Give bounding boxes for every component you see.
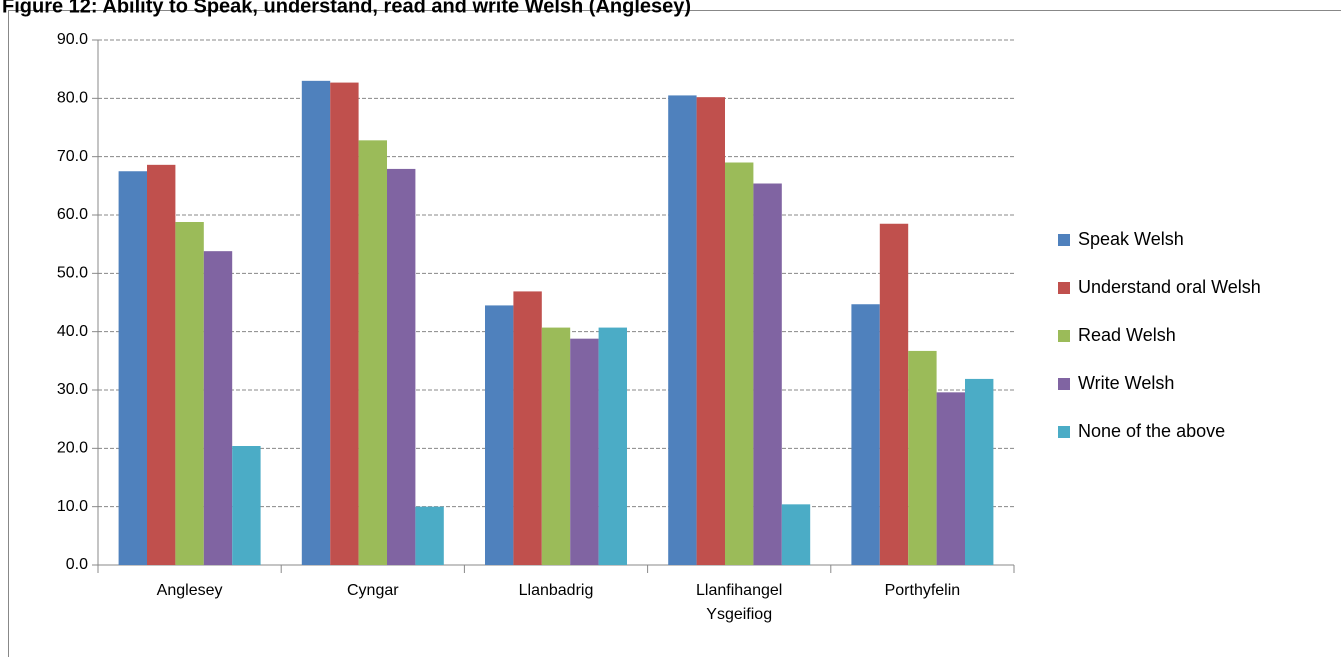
bar bbox=[232, 446, 261, 565]
x-tick-label: Anglesey bbox=[156, 582, 223, 599]
x-tick-label: Porthyfelin bbox=[884, 582, 961, 599]
bar bbox=[753, 183, 782, 565]
legend-label: Read Welsh bbox=[1078, 325, 1176, 345]
x-tick-label: Llanbadrig bbox=[518, 582, 594, 599]
bar bbox=[851, 304, 880, 565]
bar bbox=[175, 222, 204, 565]
bar bbox=[936, 392, 965, 565]
bar bbox=[696, 97, 725, 566]
y-tick-label: 30.0 bbox=[57, 381, 88, 398]
bar bbox=[203, 251, 233, 565]
bar bbox=[415, 506, 444, 565]
y-tick-label: 90.0 bbox=[57, 31, 88, 48]
bar bbox=[668, 95, 697, 566]
bar bbox=[781, 504, 811, 565]
chart-frame bbox=[8, 10, 1341, 657]
y-tick-label: 0.0 bbox=[66, 556, 88, 573]
bar bbox=[541, 327, 571, 565]
bar bbox=[879, 223, 909, 565]
x-tick-label: Llanfihangel Ysgeifiog bbox=[696, 582, 783, 623]
legend-swatch bbox=[1058, 330, 1070, 342]
y-tick-label: 70.0 bbox=[57, 148, 88, 165]
y-tick-label: 40.0 bbox=[57, 323, 88, 340]
x-tick-label: Cyngar bbox=[347, 582, 399, 599]
bar bbox=[908, 350, 937, 565]
bar bbox=[147, 164, 176, 566]
y-tick-label: 80.0 bbox=[57, 90, 88, 107]
bar bbox=[301, 80, 331, 565]
bar bbox=[485, 305, 514, 565]
bar bbox=[598, 327, 627, 565]
legend-label: None of the above bbox=[1078, 421, 1225, 441]
bar bbox=[513, 291, 542, 565]
y-tick-label: 10.0 bbox=[57, 498, 88, 515]
legend-label: Understand oral Welsh bbox=[1078, 277, 1261, 297]
y-tick-label: 50.0 bbox=[57, 265, 88, 282]
legend-swatch bbox=[1058, 426, 1070, 438]
bar bbox=[725, 162, 754, 565]
bar bbox=[965, 378, 994, 565]
chart-title: Figure 12: Ability to Speak, understand,… bbox=[2, 0, 691, 17]
bar bbox=[387, 168, 416, 565]
bar bbox=[330, 82, 359, 565]
y-tick-label: 20.0 bbox=[57, 440, 88, 457]
legend-swatch bbox=[1058, 234, 1070, 246]
bar bbox=[570, 338, 599, 565]
legend-swatch bbox=[1058, 378, 1070, 390]
y-tick-label: 60.0 bbox=[57, 206, 88, 223]
bar bbox=[118, 171, 147, 565]
legend-label: Write Welsh bbox=[1078, 373, 1174, 393]
bar bbox=[358, 140, 387, 566]
legend-swatch bbox=[1058, 282, 1070, 294]
legend-label: Speak Welsh bbox=[1078, 229, 1184, 249]
